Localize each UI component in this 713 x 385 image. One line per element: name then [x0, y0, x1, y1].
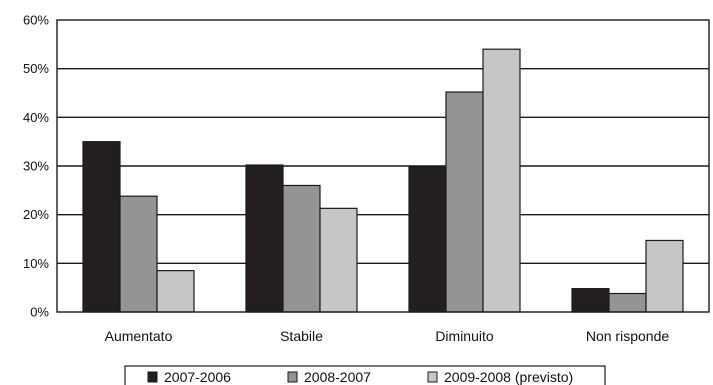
- legend-swatch: [427, 371, 438, 383]
- bar-aumentato-2007-2006: [82, 141, 121, 313]
- bar-non-risponde-2008-2007: [608, 292, 647, 313]
- legend-swatch: [147, 371, 158, 383]
- bar-aumentato-2008-2007: [119, 195, 158, 313]
- legend: 2007-2006 2008-2007 2009-2008 (previsto): [124, 365, 606, 385]
- category-labels: Aumentato Stabile Diminuito Non risponde: [105, 328, 670, 344]
- bar-stabile-2009-2008-previsto-: [319, 207, 358, 313]
- bar-non-risponde-2009-2008-previsto-: [645, 239, 684, 313]
- legend-swatch: [287, 371, 298, 383]
- y-tick-label: 10%: [23, 256, 49, 271]
- legend-box: [124, 365, 606, 385]
- category-label: Non risponde: [586, 328, 669, 344]
- y-tick-labels: 0% 10% 20% 30% 40% 50% 60%: [23, 13, 49, 320]
- y-tick-label: 50%: [23, 61, 49, 76]
- legend-label: 2009-2008 (previsto): [444, 369, 573, 385]
- category-label: Stabile: [280, 328, 323, 344]
- bars: [82, 48, 684, 313]
- y-tick-label: 30%: [23, 159, 49, 174]
- plot-area-frame: [56, 19, 710, 313]
- bar-non-risponde-2007-2006: [571, 288, 610, 313]
- y-tick-label: 0%: [30, 305, 49, 320]
- bar-diminuito-2008-2007: [445, 91, 484, 313]
- bar-stabile-2007-2006: [245, 164, 284, 313]
- legend-label: 2007-2006: [164, 369, 231, 385]
- y-tick-label: 20%: [23, 207, 49, 222]
- gridlines: [57, 67, 709, 265]
- y-tick-label: 40%: [23, 110, 49, 125]
- legend-label: 2008-2007: [304, 369, 371, 385]
- bar-diminuito-2009-2008-previsto-: [482, 48, 521, 313]
- bar-diminuito-2007-2006: [408, 166, 447, 313]
- category-label: Diminuito: [435, 328, 494, 344]
- bar-stabile-2008-2007: [282, 184, 321, 313]
- y-tick-label: 60%: [23, 13, 49, 28]
- category-label: Aumentato: [105, 328, 173, 344]
- bar-aumentato-2009-2008-previsto-: [156, 270, 195, 313]
